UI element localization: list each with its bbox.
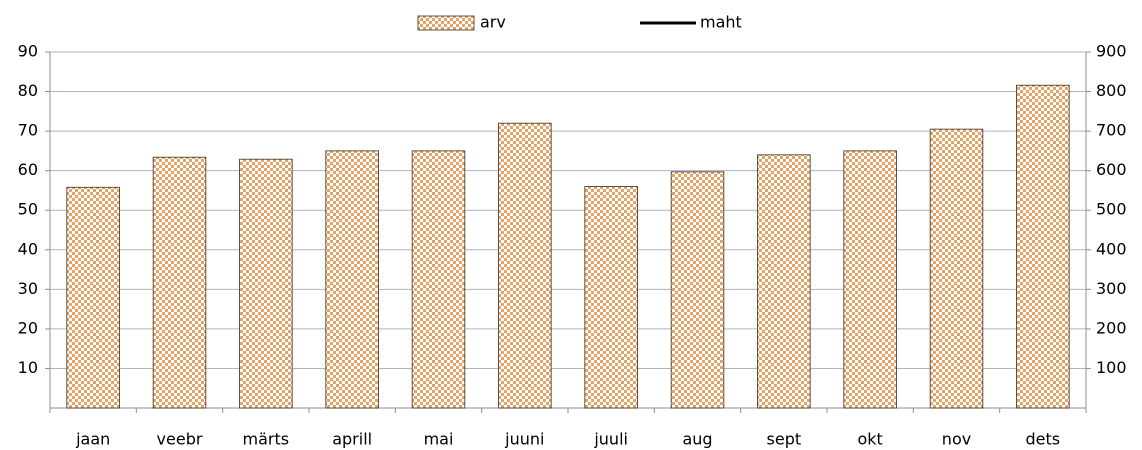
x-tick-label: aug (682, 430, 712, 449)
x-tick-label: mai (424, 430, 454, 449)
x-tick-label: nov (942, 430, 971, 449)
bar (66, 186, 120, 409)
bar (498, 122, 552, 409)
bar (843, 150, 897, 409)
bar (325, 150, 379, 409)
y-tick-label: 20 (18, 318, 38, 337)
bar (929, 128, 984, 409)
y2-tick-label: 300 (1096, 279, 1127, 298)
y2-tick-label: 500 (1096, 200, 1127, 219)
y2-tick-label: 900 (1096, 42, 1127, 61)
bar (757, 154, 811, 409)
y2-tick-label: 800 (1096, 81, 1127, 100)
bar (1016, 84, 1070, 409)
y-tick-label: 60 (18, 160, 38, 179)
x-tick-label: okt (858, 430, 883, 449)
bar (670, 171, 725, 409)
bar (411, 150, 466, 409)
bar (584, 186, 638, 409)
y-tick-label: 80 (18, 81, 38, 100)
y2-tick-label: 400 (1096, 239, 1127, 258)
bar (152, 156, 207, 409)
y-tick-label: 70 (18, 121, 38, 140)
y-tick-label: 50 (18, 200, 38, 219)
x-tick-label: dets (1026, 430, 1061, 449)
x-tick-label: jaan (75, 430, 110, 449)
legend-label: maht (700, 13, 742, 32)
x-tick-label: aprill (332, 430, 372, 449)
x-tick-label: veebr (157, 430, 203, 449)
x-tick-label: märts (243, 430, 290, 449)
bar (239, 158, 293, 409)
y-tick-label: 40 (18, 239, 38, 258)
x-tick-label: sept (767, 430, 802, 449)
legend-label: arv (480, 13, 506, 32)
x-tick-label: juuni (504, 430, 544, 449)
y2-tick-label: 700 (1096, 121, 1127, 140)
y-tick-label: 10 (18, 358, 38, 377)
y2-tick-label: 600 (1096, 160, 1127, 179)
x-tick-label: juuli (593, 430, 628, 449)
legend-swatch (417, 15, 475, 31)
y2-tick-label: 200 (1096, 318, 1127, 337)
y2-tick-label: 100 (1096, 358, 1127, 377)
y-tick-label: 30 (18, 279, 38, 298)
y-tick-label: 90 (18, 42, 38, 61)
